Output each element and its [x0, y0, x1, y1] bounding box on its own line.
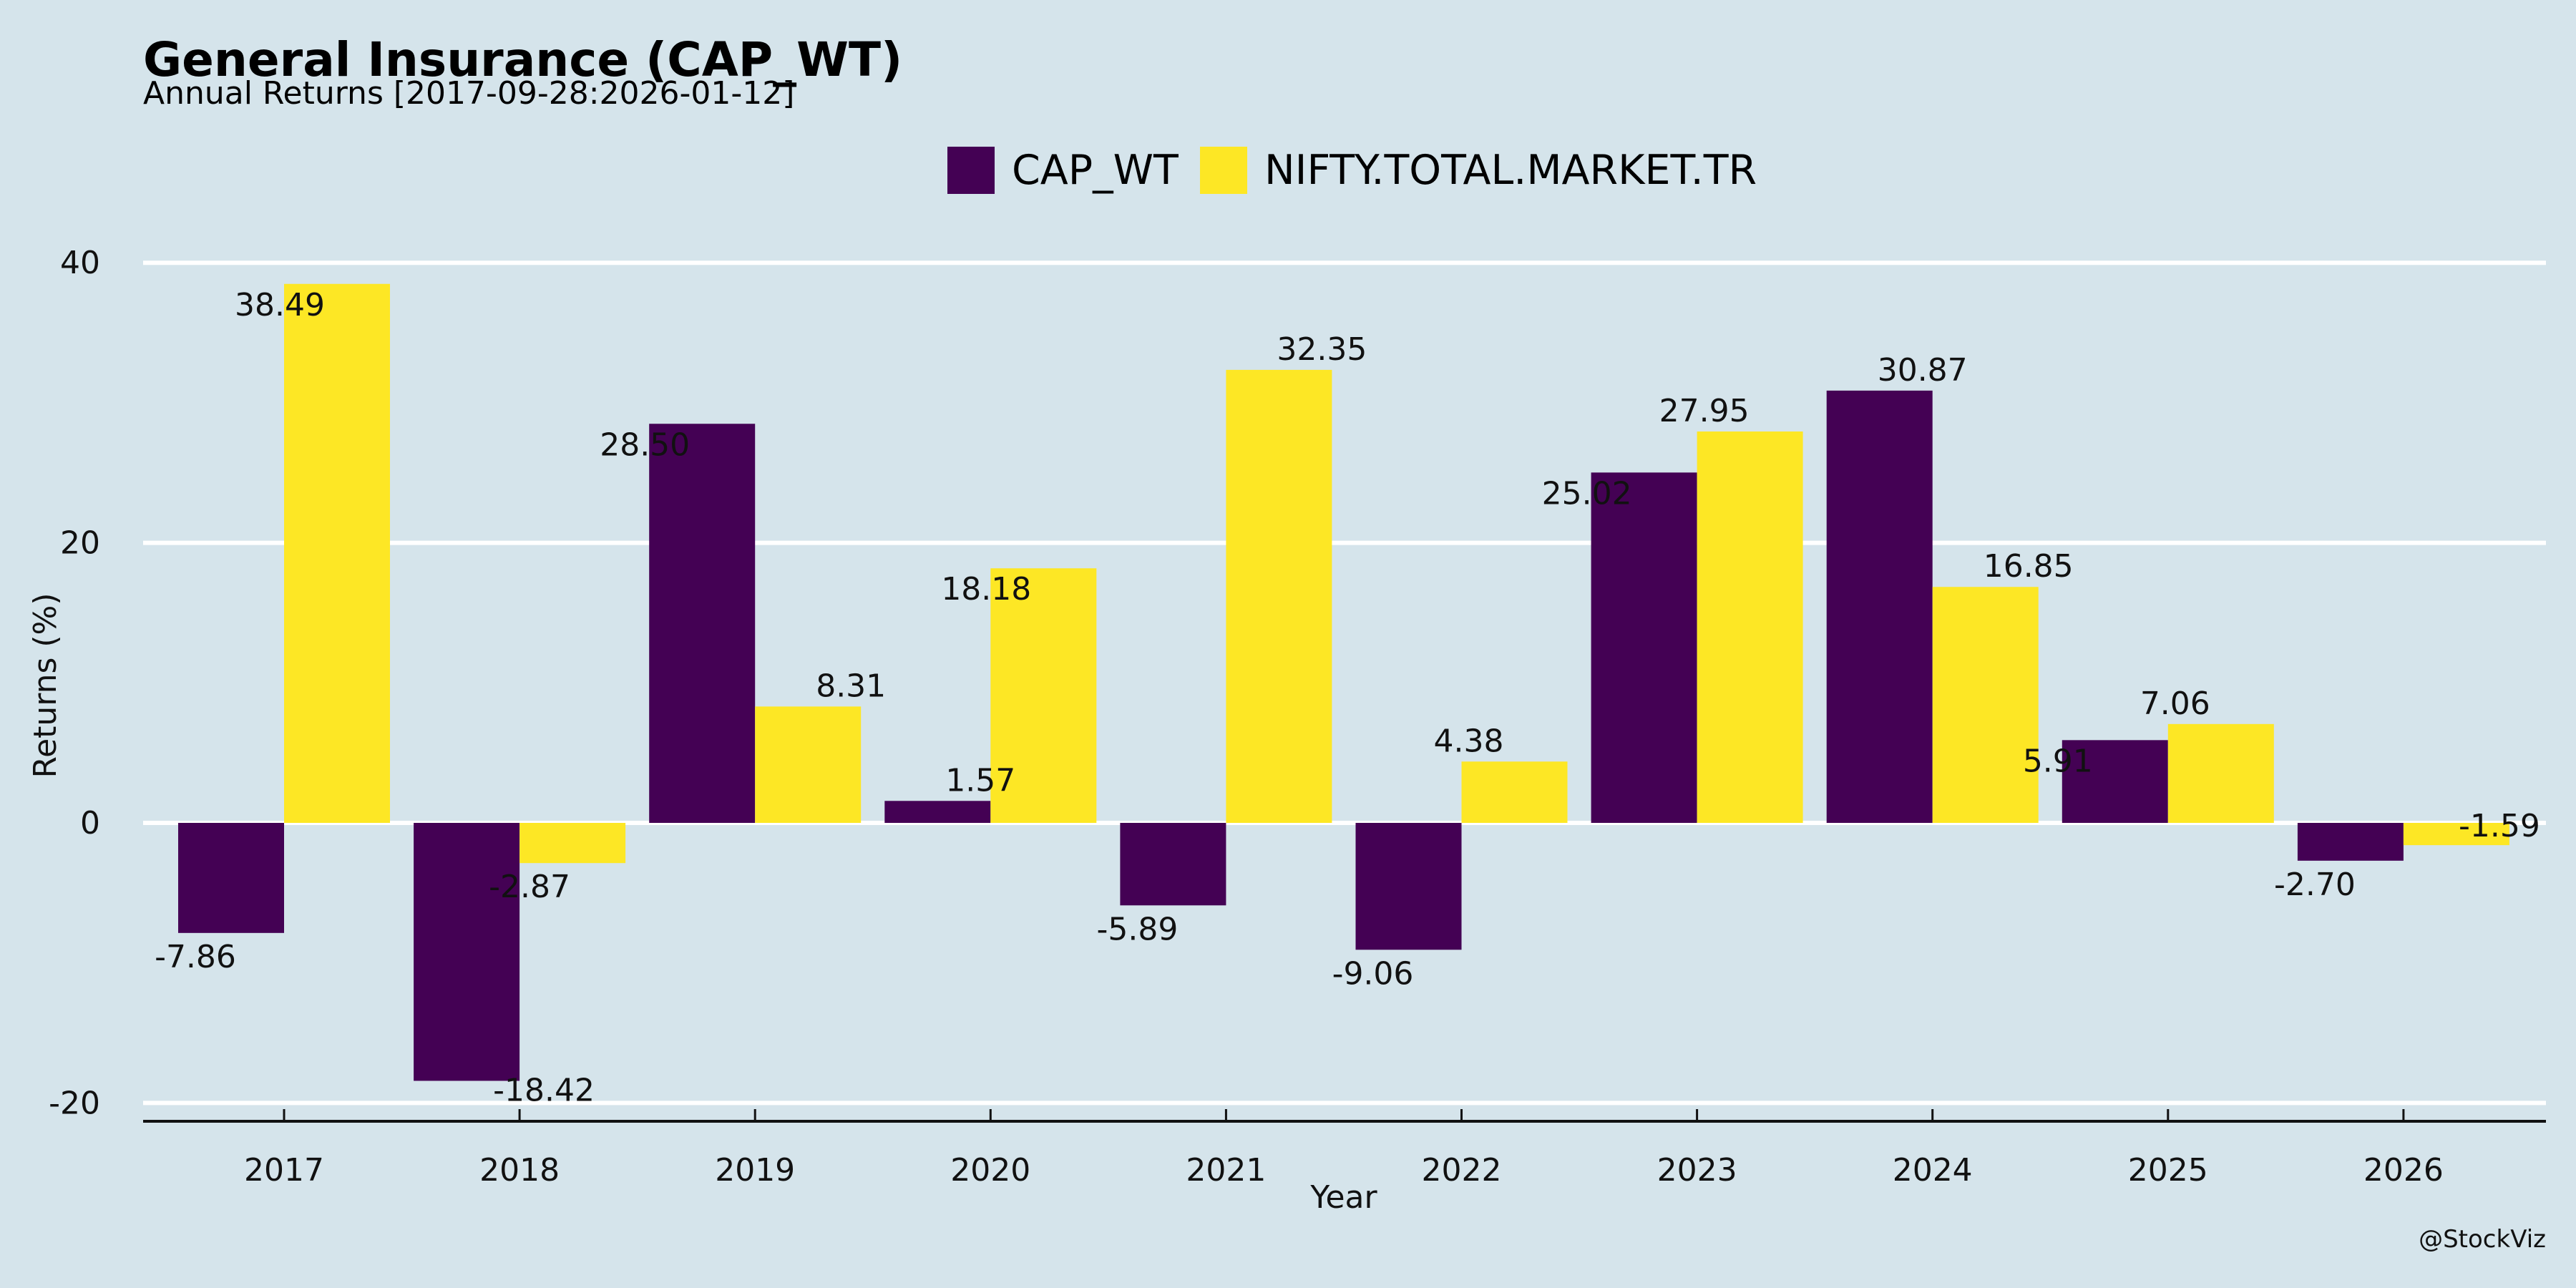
x-tick-label: 2020 — [950, 1152, 1030, 1189]
legend: CAP_WT NIFTY.TOTAL.MARKET.TR — [947, 147, 1757, 194]
bar-cap-wt-2025 — [2062, 740, 2168, 823]
bar-nifty-total-market-tr-2024 — [1932, 587, 2039, 823]
y-tick-label: -20 — [49, 1085, 100, 1121]
y-tick-label: 20 — [60, 525, 100, 562]
data-label-nifty-total-market-tr-2021: 32.35 — [1277, 331, 1367, 368]
credit-label: @StockViz — [2419, 1225, 2546, 1254]
y-ticks: -20 0 20 40 — [49, 245, 100, 1121]
data-label-nifty-total-market-tr-2023: 27.95 — [1659, 393, 1750, 429]
data-label-nifty-total-market-tr-2020: 18.18 — [941, 571, 1031, 608]
x-tick-label: 2018 — [479, 1152, 560, 1189]
bar-cap-wt-2020 — [884, 801, 991, 823]
data-label-cap-wt-2023: 25.02 — [1542, 475, 1632, 512]
bar-nifty-total-market-tr-2022 — [1461, 761, 1568, 823]
data-label-cap-wt-2021: -5.89 — [1096, 911, 1178, 947]
data-label-cap-wt-2025: 5.91 — [2023, 743, 2093, 779]
data-label-nifty-total-market-tr-2022: 4.38 — [1434, 723, 1504, 759]
bar-nifty-total-market-tr-2017 — [284, 283, 390, 823]
y-tick-label: 40 — [60, 245, 100, 281]
x-tick-label: 2026 — [2363, 1152, 2444, 1189]
data-label-cap-wt-2018: -18.42 — [493, 1072, 595, 1108]
bar-nifty-total-market-tr-2026 — [2403, 823, 2509, 846]
data-label-nifty-total-market-tr-2024: 16.85 — [1984, 548, 2074, 585]
bar-cap-wt-2024 — [1826, 390, 1933, 823]
data-label-nifty-total-market-tr-2019: 8.31 — [816, 668, 886, 704]
bar-cap-wt-2022 — [1355, 823, 1462, 950]
legend-swatch-nifty-total-market-tr — [1200, 147, 1247, 194]
x-axis-label: Year — [1309, 1179, 1377, 1216]
data-label-cap-wt-2017: -7.86 — [155, 939, 236, 975]
x-tick-label: 2024 — [1893, 1152, 1973, 1189]
data-label-cap-wt-2022: -9.06 — [1332, 955, 1414, 992]
data-label-nifty-total-market-tr-2017: 38.49 — [235, 287, 325, 323]
data-label-cap-wt-2024: 30.87 — [1878, 352, 1968, 389]
data-label-cap-wt-2026: -2.70 — [2274, 867, 2356, 903]
data-labels: -7.86 38.49 -18.42 -2.87 28.50 8.31 1.57 18.18 -… — [155, 287, 2540, 1109]
bar-nifty-total-market-tr-2020 — [990, 568, 1097, 823]
bar-nifty-total-market-tr-2018 — [519, 823, 626, 864]
legend-label-cap-wt: CAP_WT — [1012, 147, 1179, 194]
bars — [178, 283, 2509, 1081]
x-tick-label: 2022 — [1422, 1152, 1502, 1189]
x-tick-label: 2023 — [1657, 1152, 1737, 1189]
x-tick-label: 2025 — [2128, 1152, 2208, 1189]
legend-swatch-cap-wt — [947, 147, 995, 194]
data-label-nifty-total-market-tr-2018: -2.87 — [489, 869, 570, 905]
x-tick-label: 2017 — [244, 1152, 324, 1189]
bar-nifty-total-market-tr-2021 — [1226, 369, 1332, 823]
data-label-nifty-total-market-tr-2025: 7.06 — [2140, 686, 2210, 722]
x-tick-label: 2019 — [715, 1152, 795, 1189]
data-label-cap-wt-2019: 28.50 — [600, 426, 690, 463]
chart-title: General Insurance (CAP_WT) — [143, 32, 902, 87]
bar-cap-wt-2019 — [649, 424, 756, 823]
x-ticks: 2017 2018 2019 2020 2021 2022 2023 2024 2025 2026 — [244, 1109, 2444, 1189]
bar-cap-wt-2021 — [1120, 823, 1226, 906]
chart-subtitle: Annual Returns [2017-09-28:2026-01-12] — [143, 75, 794, 112]
bar-cap-wt-2018 — [414, 823, 520, 1081]
data-label-cap-wt-2020: 1.57 — [945, 762, 1015, 799]
x-tick-label: 2021 — [1186, 1152, 1266, 1189]
bar-nifty-total-market-tr-2023 — [1697, 431, 1803, 823]
y-tick-label: 0 — [80, 805, 100, 841]
bar-cap-wt-2017 — [178, 823, 284, 933]
bar-nifty-total-market-tr-2025 — [2167, 723, 2274, 823]
bar-cap-wt-2023 — [1591, 472, 1697, 823]
legend-label-nifty-total-market-tr: NIFTY.TOTAL.MARKET.TR — [1264, 147, 1757, 194]
y-axis-label: Returns (%) — [27, 592, 64, 778]
data-label-nifty-total-market-tr-2026: -1.59 — [2459, 808, 2540, 844]
bar-nifty-total-market-tr-2019 — [755, 706, 862, 823]
bar-cap-wt-2026 — [2297, 823, 2404, 861]
